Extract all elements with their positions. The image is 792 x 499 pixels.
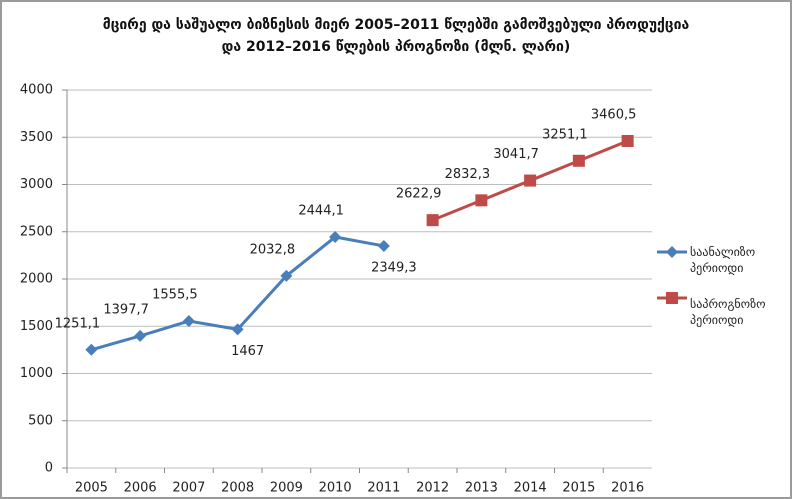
- data-label: 1397,7: [103, 302, 149, 317]
- data-point: [134, 329, 147, 342]
- y-tick-label: 3000: [20, 177, 53, 192]
- x-tick-label: 2016: [611, 481, 644, 496]
- data-point: [329, 231, 342, 244]
- data-point: [231, 323, 244, 336]
- x-tick-label: 2009: [270, 481, 303, 496]
- data-label: 1555,5: [152, 288, 198, 303]
- data-label: 2032,8: [250, 242, 296, 257]
- legend-marker: [666, 292, 678, 304]
- data-label: 2832,3: [445, 167, 491, 182]
- legend-label: საპროგნოზო პერიოდი: [690, 297, 766, 327]
- data-point: [280, 269, 293, 282]
- data-point: [426, 214, 439, 227]
- data-label: 1251,1: [55, 316, 101, 331]
- data-label: 3251,1: [542, 127, 588, 142]
- chart-title: მცირე და საშუალო ბიზნესის მიერ 2005–2011…: [102, 17, 690, 55]
- data-point: [572, 154, 585, 167]
- y-tick-label: 2500: [20, 224, 53, 239]
- x-tick-label: 2015: [562, 481, 595, 496]
- y-tick-label: 3500: [20, 130, 53, 145]
- data-label: 2349,3: [371, 260, 417, 275]
- x-tick-label: 2014: [514, 481, 547, 496]
- x-tick-label: 2012: [416, 481, 449, 496]
- x-tick-label: 2013: [465, 481, 498, 496]
- data-label: 1467: [231, 344, 264, 359]
- data-point: [377, 239, 390, 252]
- x-tick-label: 2007: [172, 481, 205, 496]
- y-tick-label: 500: [28, 413, 53, 428]
- legend-label: საანალიზო პერიოდი: [690, 245, 756, 275]
- x-tick-label: 2010: [319, 481, 352, 496]
- data-label: 3460,5: [591, 107, 637, 122]
- data-label: 2622,9: [396, 187, 442, 202]
- x-tick-label: 2006: [124, 481, 157, 496]
- x-tick-label: 2011: [367, 481, 400, 496]
- data-point: [85, 343, 98, 356]
- y-tick-label: 1500: [20, 319, 53, 334]
- data-label: 3041,7: [493, 147, 539, 162]
- y-tick-label: 1000: [20, 366, 53, 381]
- x-tick-label: 2008: [221, 481, 254, 496]
- data-point: [621, 134, 634, 147]
- y-tick-label: 2000: [20, 272, 53, 287]
- data-point: [182, 315, 195, 328]
- data-label: 2444,1: [298, 204, 344, 219]
- y-tick-label: 0: [45, 461, 53, 476]
- data-point: [475, 194, 488, 207]
- data-point: [524, 174, 537, 187]
- x-tick-label: 2005: [75, 481, 108, 496]
- legend-marker: [666, 246, 678, 258]
- y-tick-label: 4000: [20, 83, 53, 98]
